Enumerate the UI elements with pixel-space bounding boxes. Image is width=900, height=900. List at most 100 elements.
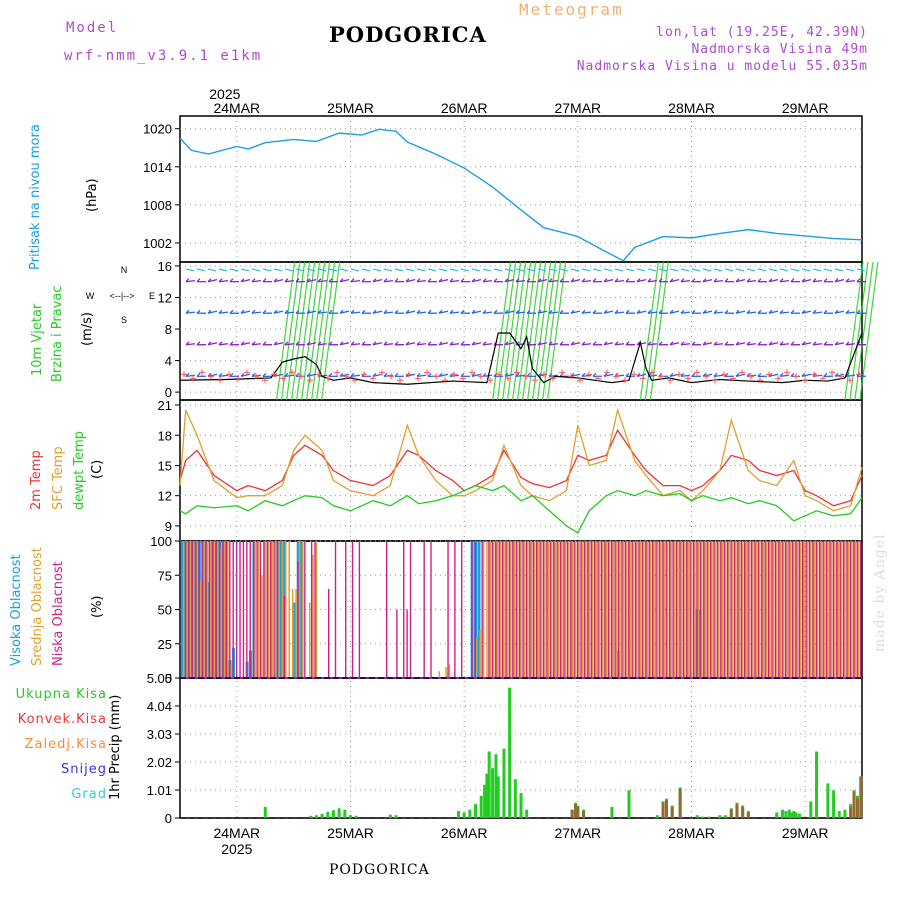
wind-arrowhead <box>537 278 542 283</box>
precip-bar-total <box>724 815 728 818</box>
cloud-bar-mid <box>271 541 273 678</box>
wind-arrowhead <box>625 278 630 283</box>
precip-bar-total <box>456 811 460 818</box>
cloud-bar-low <box>856 541 858 678</box>
wind-arrowhead <box>504 341 509 346</box>
wind-gust-marker <box>739 369 745 376</box>
wind-arrowhead <box>746 309 751 314</box>
cloud-bar-mid <box>803 541 805 678</box>
cloud-bar-mid <box>704 541 707 678</box>
wind-gust-marker <box>379 369 385 376</box>
wind-arrow-top <box>834 268 844 272</box>
precip-bar-convective <box>664 799 668 818</box>
wind-arrow <box>746 343 757 346</box>
wind-gust-marker <box>262 377 268 384</box>
wind-arrow-top <box>317 268 327 272</box>
wind-gust-marker <box>685 375 691 382</box>
cloud-bar-mid <box>844 541 846 678</box>
wind-arrow-top <box>768 268 778 272</box>
wind-arrowhead <box>295 309 300 314</box>
cloud-bar-mid <box>230 664 233 678</box>
wind-arrowhead <box>845 341 850 346</box>
wind-arrowhead <box>647 278 652 283</box>
wind-arrowhead <box>471 372 476 377</box>
cloud-bar-mid <box>595 541 597 678</box>
wind-arrow <box>735 342 746 346</box>
wind-gust-hatch <box>859 261 879 401</box>
wind-gust-marker <box>784 369 790 376</box>
wind-arrowhead <box>482 278 487 283</box>
cloud-bar-mid <box>510 541 512 678</box>
temperature-ytick-label: 12 <box>158 489 172 504</box>
wind-arrowhead <box>317 341 322 346</box>
wind-gust-marker <box>289 369 295 376</box>
wind-arrow-top <box>350 268 360 272</box>
wind-arrowhead <box>834 278 839 283</box>
wind-gust-hatch <box>306 261 326 401</box>
wind-arrowhead <box>350 372 355 377</box>
cloud-bar-low <box>593 541 596 678</box>
wind-arrow <box>603 278 614 283</box>
wind-gust-marker <box>820 375 826 382</box>
x-day-top-label: 29MAR <box>782 100 829 116</box>
cloud-bar-mid <box>448 664 451 678</box>
cloud-bar-low <box>628 541 630 678</box>
wind-arrow <box>251 279 262 283</box>
cloud-bar-mid <box>840 541 843 678</box>
wind-gust-hatch <box>521 261 542 401</box>
wind-arrow <box>735 373 746 377</box>
cloud-bar-low <box>686 541 688 678</box>
wind-arrowhead <box>691 341 696 346</box>
wind-arrow <box>801 373 812 377</box>
wind-arrow-top <box>614 268 624 272</box>
wind-arrowhead <box>592 278 597 283</box>
wind-arrowhead <box>658 309 663 314</box>
wind-arrow-top <box>207 268 217 272</box>
wind-arrowhead <box>647 309 652 314</box>
wind-gust-marker <box>505 375 511 382</box>
cloud-bar-mid <box>445 667 447 678</box>
wind-arrowhead <box>548 372 553 377</box>
cloud-bar-mid <box>189 541 192 678</box>
wind-arrow-top <box>570 268 580 272</box>
cloud-bar-low <box>505 541 507 678</box>
wind-arrowhead <box>229 341 234 346</box>
precip-bar-total <box>263 806 267 818</box>
wind-arrowhead <box>361 278 366 283</box>
cloud-bar-mid <box>629 541 631 678</box>
wind-gust-marker <box>541 371 547 378</box>
cloud-bar-low <box>270 541 272 678</box>
wind-arrow <box>636 278 647 283</box>
wind-arrowhead <box>526 309 531 314</box>
wind-arrowhead <box>405 341 410 346</box>
cloud-bar-low <box>801 541 804 678</box>
x-year-top: 2025 <box>209 86 240 102</box>
cloud-bar-low <box>208 541 211 678</box>
wind-gust-hatch <box>496 261 517 401</box>
precip-bar-total <box>519 793 523 818</box>
wind-arrowhead <box>812 341 817 346</box>
precip-bar-total <box>502 748 506 818</box>
wind-arrowhead <box>273 309 278 314</box>
precip-bar-convective <box>661 802 665 818</box>
x-day-top-label: 25MAR <box>327 100 374 116</box>
wind-arrow <box>834 342 845 346</box>
wind-arrowhead <box>218 341 223 346</box>
wind-arrowhead <box>636 278 641 283</box>
cloud-bar-low <box>536 541 538 678</box>
cloud-bar-low <box>501 541 504 678</box>
cloud-bar-mid <box>544 541 546 678</box>
precip-ytick-label: 3.03 <box>147 727 172 742</box>
wind-arrowhead <box>713 278 718 283</box>
wind-arrowhead <box>548 278 553 283</box>
precip-bar-total <box>832 790 836 818</box>
cloud-bar-low <box>546 541 548 678</box>
wind-arrow <box>372 373 383 377</box>
wind-gust-marker <box>676 371 682 378</box>
cloud-bar-mid <box>298 541 301 678</box>
wind-gust-marker <box>694 369 700 376</box>
cloud-bar-low <box>692 541 695 678</box>
wind-arrow <box>185 311 196 314</box>
wind-arrowhead <box>427 278 432 283</box>
cloud-bar-low <box>754 541 756 678</box>
